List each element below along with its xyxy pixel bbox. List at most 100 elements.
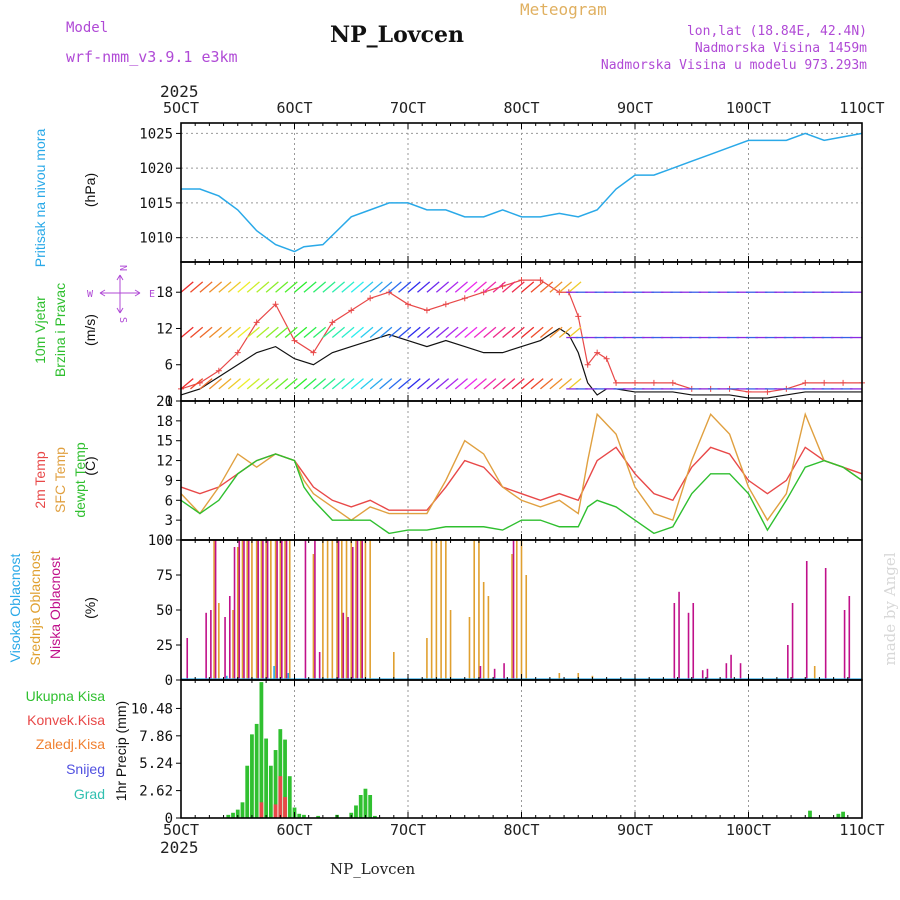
- precip-total-bar: [268, 765, 273, 818]
- wind-arrow: [341, 326, 355, 339]
- precip-total-bar: [235, 809, 240, 818]
- wind-arrow: [379, 378, 393, 390]
- wind-gust-marker: [442, 301, 449, 308]
- wind-arrow: [265, 281, 279, 293]
- wind-arrow: [445, 378, 459, 390]
- time-tick-bottom: 10OCT: [726, 821, 771, 839]
- wind-arrow: [435, 378, 450, 390]
- y-tick-label: 3: [165, 513, 173, 529]
- station-title: NP_Lovcen: [330, 22, 464, 48]
- meteogram-title: Meteogram: [520, 0, 607, 19]
- precip-total-bar: [287, 776, 292, 818]
- model-label: Model: [66, 20, 109, 36]
- wind-arrow: [388, 378, 402, 390]
- wind-arrow: [398, 378, 412, 390]
- wind-arrow: [417, 281, 431, 293]
- wind-arrow: [511, 378, 525, 390]
- y-tick-label: 12: [156, 454, 173, 470]
- wind-arrow: [568, 326, 582, 339]
- wind-arrow: [350, 378, 364, 390]
- wind-arrow: [417, 326, 431, 339]
- wind-arrow: [426, 281, 440, 293]
- legend-hail: Grad: [73, 786, 105, 802]
- wind-arrow: [473, 326, 487, 339]
- wind-arrow: [549, 378, 563, 390]
- y-tick-label: 100: [148, 533, 173, 549]
- wind-arrow: [246, 326, 260, 339]
- precip-total-bar: [316, 815, 321, 818]
- wind-gust-marker: [821, 379, 828, 386]
- wind-compass: N S W E: [87, 265, 155, 323]
- wind-arrow: [558, 378, 573, 390]
- y-tick-label: 7.86: [139, 729, 173, 745]
- wind-arrow: [445, 281, 459, 293]
- wind-gust-marker: [423, 307, 430, 314]
- wind-arrow: [473, 378, 487, 390]
- compass-n: N: [117, 265, 128, 271]
- wind-arrow: [322, 281, 336, 293]
- wind-arrow: [398, 326, 412, 339]
- wind-arrow: [208, 281, 223, 293]
- precip-total-bar: [259, 682, 264, 818]
- precip-total-bar: [283, 739, 287, 818]
- wind-arrow: [558, 326, 573, 339]
- wind-arrow: [275, 326, 289, 339]
- time-tick-top: 10OCT: [726, 99, 771, 117]
- wind-gust-marker: [584, 361, 591, 368]
- wind-arrow: [530, 326, 544, 339]
- wind-arrow: [256, 326, 270, 339]
- wind-gust-marker: [272, 301, 279, 308]
- wind-arrow: [199, 281, 213, 293]
- legend-freezing-rain: Zaledj.Kisa: [35, 736, 105, 752]
- wind-arrow: [190, 378, 204, 390]
- wind-arrow: [521, 326, 535, 339]
- time-tick-top: 9OCT: [617, 99, 653, 117]
- wind-arrow: [294, 378, 308, 390]
- precip-total-bar: [368, 795, 373, 818]
- precip-total-bar: [358, 795, 363, 818]
- precip-total-bar: [373, 815, 377, 818]
- y-tick-label: 25: [156, 638, 173, 654]
- wind-arrow: [369, 281, 383, 293]
- model-altitude-info: Nadmorska Visina u modelu 973.293m: [600, 58, 867, 73]
- wind-arrow: [521, 281, 535, 293]
- wind-arrow: [483, 281, 497, 293]
- year-label-top: 2025: [160, 82, 199, 101]
- wind-arrow: [303, 378, 317, 390]
- y-tick-label: 0: [165, 394, 173, 410]
- wind-gust-marker: [603, 355, 610, 362]
- wind-arrow: [312, 326, 327, 339]
- wind-arrow: [218, 378, 232, 390]
- precip-convective-bar: [273, 804, 278, 818]
- y-tick-label: 6: [165, 358, 173, 374]
- y-tick-label: 21: [156, 394, 173, 410]
- wind-arrow: [360, 326, 374, 339]
- wind-arrow: [360, 281, 374, 293]
- wind-arrow: [350, 326, 364, 339]
- temp-sfc-line: [180, 411, 863, 522]
- wind-arrow: [549, 326, 563, 339]
- wind-arrow: [303, 281, 317, 293]
- footer-station: NP_Lovcen: [330, 860, 416, 878]
- wind-arrow: [237, 281, 251, 293]
- model-name: wrf-nmm_v3.9.1 e3km: [66, 48, 238, 66]
- compass-arrows: [99, 274, 141, 314]
- wind-arrow: [180, 378, 194, 390]
- wind-arrow: [275, 281, 289, 293]
- wind-arrow: [502, 326, 516, 339]
- wind-arrow: [511, 281, 525, 293]
- y-tick-label: 50: [156, 603, 173, 619]
- wind-arrow: [454, 281, 468, 293]
- wind-arrow: [388, 281, 402, 293]
- y-tick-label: 0: [165, 673, 173, 689]
- wind-arrow: [502, 281, 516, 293]
- temp-dew-line: [180, 453, 863, 535]
- wind-arrow: [331, 281, 346, 293]
- wind-arrow: [369, 326, 383, 339]
- precip-convective-bar: [278, 776, 283, 818]
- y-tick-label: 12: [156, 321, 173, 337]
- wind-gust-marker: [764, 388, 771, 395]
- altitude-info: Nadmorska Visina 1459m: [694, 41, 867, 56]
- wind-gust-marker: [329, 319, 336, 326]
